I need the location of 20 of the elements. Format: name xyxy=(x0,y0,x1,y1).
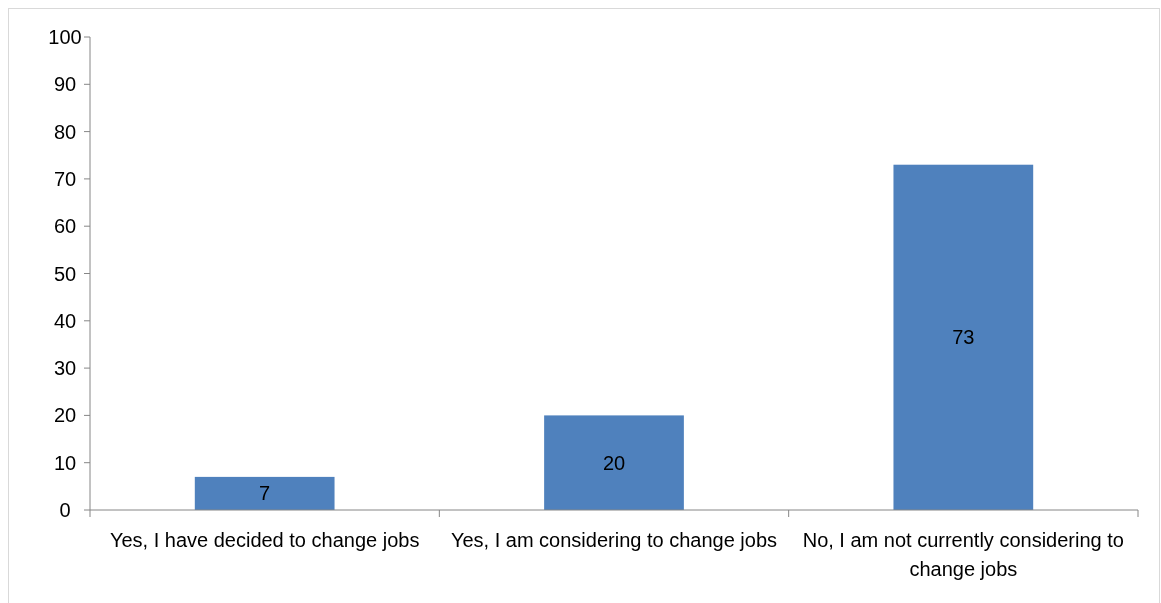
bar xyxy=(544,415,684,510)
y-tick-label: 20 xyxy=(53,404,77,427)
data-label: 7 xyxy=(259,482,271,505)
bar xyxy=(194,476,335,510)
y-tick-label: 90 xyxy=(53,73,77,96)
x-tick-label: Yes, I have decided to change jobs xyxy=(109,529,420,551)
y-tick-label: 40 xyxy=(53,309,77,332)
y-tick-label: 0 xyxy=(59,499,71,521)
y-tick-label: 60 xyxy=(53,215,77,238)
y-tick-label: 80 xyxy=(53,120,77,143)
data-label: 20 xyxy=(602,451,626,474)
y-tick-label: 30 xyxy=(53,357,77,380)
y-tick-label: 70 xyxy=(53,167,77,190)
x-tick-label: No, I am not currently considering to change jobs xyxy=(802,529,1124,580)
data-label: 73 xyxy=(952,326,975,349)
y-tick-label: 100 xyxy=(48,26,82,48)
y-tick-label: 50 xyxy=(53,262,77,285)
y-tick-label: 10 xyxy=(53,451,77,474)
x-tick-label: Yes, I am considering to change jobs xyxy=(450,529,778,551)
bar xyxy=(893,164,1034,510)
